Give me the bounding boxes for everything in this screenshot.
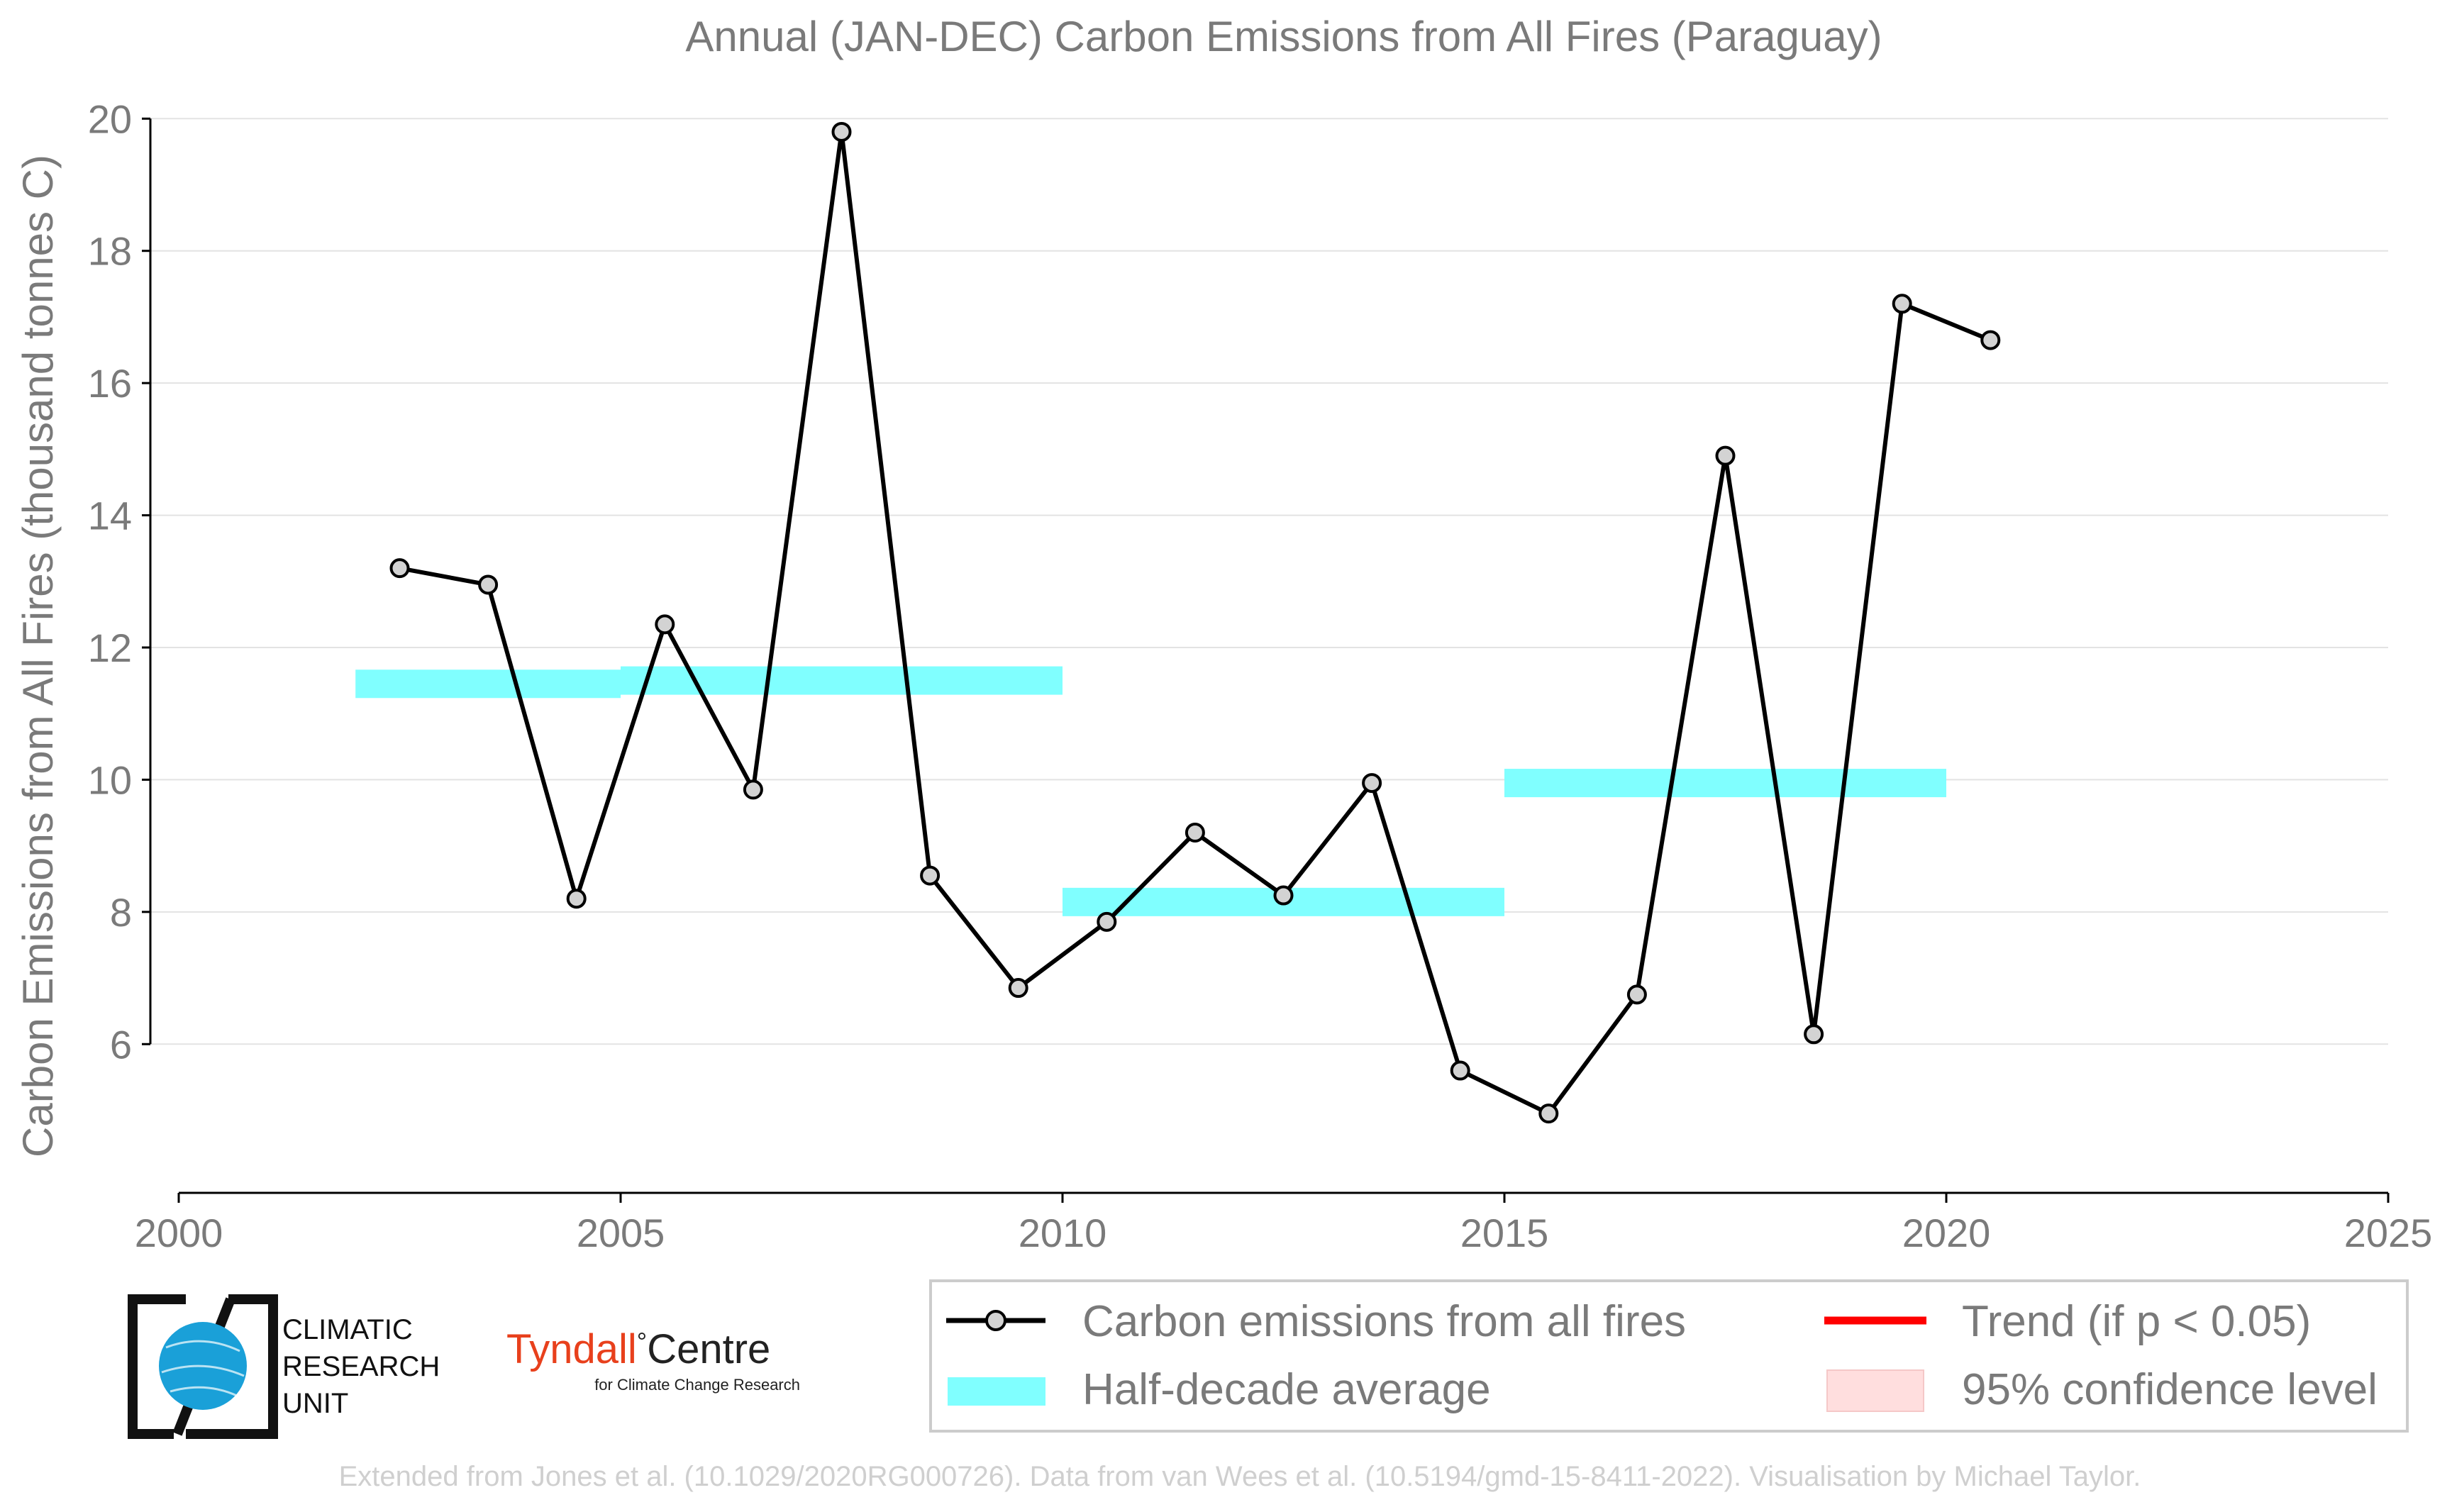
x-tick-label-2005: 2005 [577,1211,665,1255]
y-tick-label-10: 10 [88,757,132,802]
y-tick-label-18: 18 [88,229,132,274]
legend-label-confidence: 95% confidence level [1962,1365,2378,1414]
tyndall-logo: Tyndall°Centre for Climate Change Resear… [506,1326,800,1394]
emissions-point [1804,1024,1824,1045]
emissions-point [1980,330,2001,350]
emissions-point [655,614,675,635]
emissions-point [1715,445,1736,466]
gridlines [150,118,2388,1045]
x-tick-label-2025: 2025 [2344,1211,2433,1255]
emissions-point [1538,1104,1559,1124]
chart-title: Annual (JAN-DEC) Carbon Emissions from A… [685,13,1882,60]
y-tick-label-8: 8 [110,890,132,935]
tyndall-logo-centre: Centre [647,1326,770,1372]
legend-entry-emissions: Carbon emissions from all fires [946,1297,1686,1346]
emissions-point [1273,885,1294,906]
svg-text:Tyndall°Centre: Tyndall°Centre [506,1326,770,1372]
emissions-series [389,121,2001,1124]
half-decade-average-bars [355,666,1946,916]
x-tick-label-2020: 2020 [1902,1211,1991,1255]
y-axis-label: Carbon Emissions from All Fires (thousan… [14,155,62,1157]
tyndall-logo-degree: ° [637,1327,647,1356]
emissions-point [920,865,941,886]
emissions-point [1185,822,1205,843]
footer-credit: Extended from Jones et al. (10.1029/2020… [339,1461,2141,1492]
legend-label-trend: Trend (if p < 0.05) [1962,1297,2311,1346]
legend-frame [929,1279,2409,1433]
emissions-point [1008,978,1028,999]
cru-logo-text-line1: CLIMATIC [282,1314,413,1345]
emissions-line [399,129,1992,1116]
x-tick-label-2010: 2010 [1019,1211,1107,1255]
cru-logo-text-line3: UNIT [282,1388,348,1419]
cru-logo: CLIMATIC RESEARCH UNIT [128,1294,440,1439]
legend-label-half-decade: Half-decade average [1082,1365,1491,1414]
y-tick-label-12: 12 [88,626,132,670]
y-tick-label-6: 6 [110,1022,132,1067]
emissions-point [1892,294,1912,314]
cru-globe-lines [161,1340,245,1397]
x-tick-label-2015: 2015 [1460,1211,1549,1255]
cru-logo-bracket-right [186,1294,278,1439]
y-tick-label-14: 14 [88,494,132,538]
half-decade-average-bar-0 [355,669,621,699]
emissions-point [1362,773,1382,794]
tyndall-logo-subtitle: for Climate Change Research [594,1376,800,1394]
legend-entry-half-decade: Half-decade average [948,1365,1491,1414]
tyndall-logo-name: Tyndall [506,1326,637,1372]
emissions-point [743,779,763,800]
x-tick-label-2000: 2000 [135,1211,223,1255]
y-tick-label-16: 16 [88,361,132,406]
y-tick-label-20: 20 [88,96,132,141]
emissions-point [831,121,852,142]
cru-logo-text-line2: RESEARCH [282,1351,440,1382]
emissions-point [1450,1060,1470,1081]
emissions-point [478,574,499,595]
emissions-point [1626,984,1647,1005]
legend-entry-trend: Trend (if p < 0.05) [1824,1297,2311,1346]
emissions-point [389,558,410,579]
legend-label-emissions: Carbon emissions from all fires [1082,1297,1686,1346]
emissions-point [566,889,587,909]
cru-logo-bracket-left [128,1294,186,1439]
half-decade-average-bar-1 [621,666,1063,695]
emissions-point [1097,911,1117,932]
half-decade-average-bar-3 [1504,769,1946,798]
legend-entry-confidence: 95% confidence level [1826,1365,2378,1414]
axes: 6 8 10 12 14 16 18 20 2000 2005 2010 2015 2020 2025 [88,96,2433,1255]
legend: Carbon emissions from all fires Trend (i… [929,1279,2409,1433]
